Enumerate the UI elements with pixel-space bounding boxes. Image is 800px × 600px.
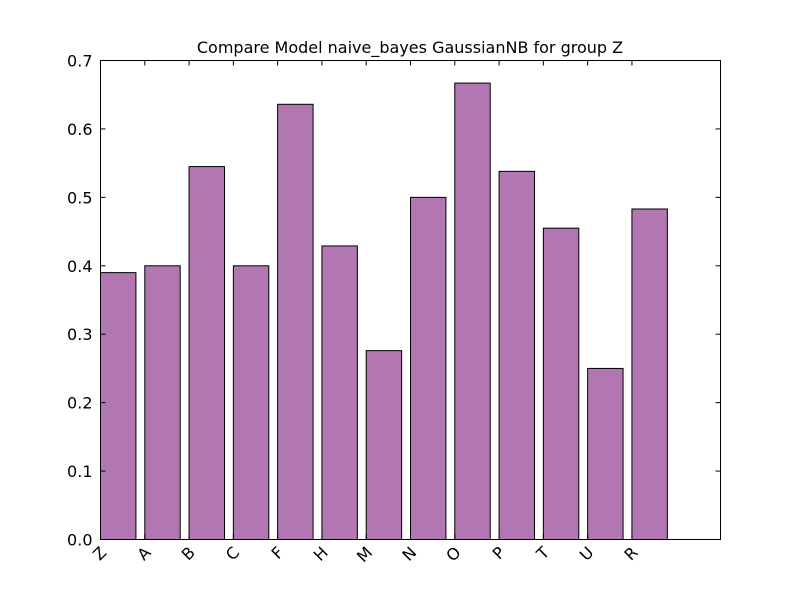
bar-R <box>631 208 668 541</box>
bar-U <box>587 367 624 540</box>
plot-frame <box>100 60 721 540</box>
bar-Z <box>100 272 137 540</box>
bars-group <box>100 82 668 541</box>
bar-A <box>144 265 181 540</box>
bar-O <box>454 82 491 541</box>
y-tick-label-0.7: 0.7 <box>67 52 92 71</box>
y-tick-label-0.5: 0.5 <box>67 188 92 207</box>
bar-B <box>188 166 225 540</box>
y-tick-label-0.1: 0.1 <box>67 462 92 481</box>
y-tick-label-0.3: 0.3 <box>67 325 92 344</box>
bar-T <box>542 227 580 540</box>
y-tick-label-0.6: 0.6 <box>67 120 92 139</box>
y-tick-label-0.2: 0.2 <box>67 394 92 413</box>
bar-M <box>365 350 403 540</box>
y-tick-label-0.0: 0.0 <box>67 531 92 550</box>
bar-C <box>232 265 270 540</box>
y-tick-label-0.4: 0.4 <box>67 257 92 276</box>
chart-title: Compare Model naive_bayes GaussianNB for… <box>197 38 623 58</box>
bar-F <box>277 103 314 541</box>
bar-N <box>410 196 447 540</box>
y-tick-labels-group: 0.0 0.1 0.2 0.3 0.4 0.5 0.6 0.7 <box>67 52 92 550</box>
bar-H <box>321 245 358 540</box>
bar-P <box>498 170 536 540</box>
